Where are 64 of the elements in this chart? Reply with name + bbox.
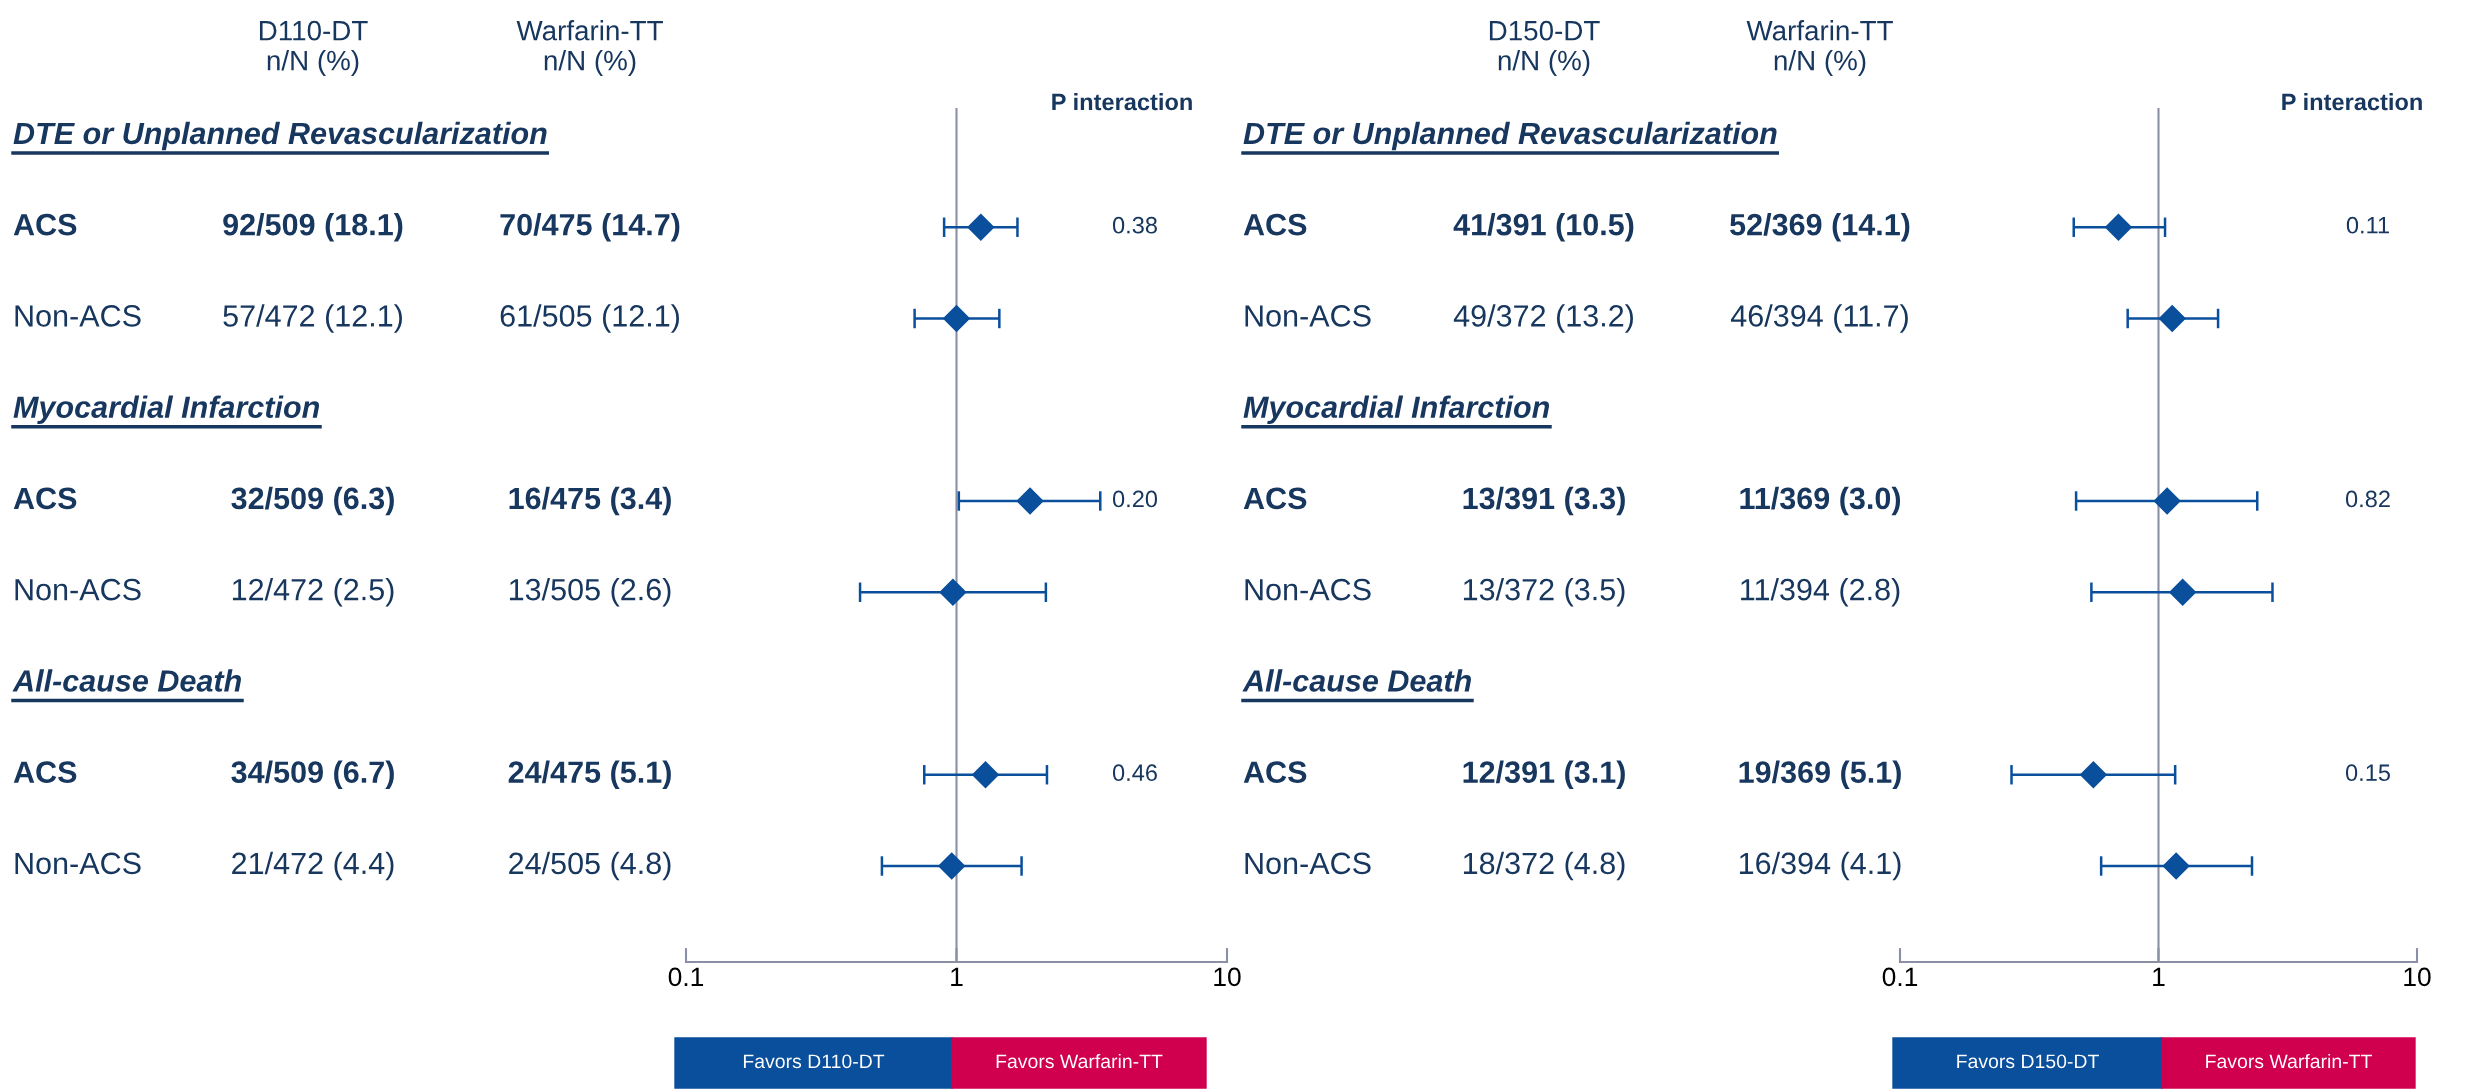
text: 13/505 (2.6)	[509, 578, 671, 607]
category-label: Myocardial Infarction	[13, 395, 320, 424]
category-label: Non-ACS	[1245, 578, 1371, 601]
annotation: 0.46	[1112, 764, 1157, 782]
annotation: 52/369 (14.1)	[1730, 213, 1910, 242]
category-label: Myocardial Infarction	[1243, 395, 1550, 424]
annotation: 19/369 (5.1)	[1739, 760, 1901, 789]
annotation: 11/369 (3.0)	[1740, 486, 1901, 516]
category-label: ACS	[1243, 761, 1307, 783]
text: 34/509 (6.7)	[231, 760, 394, 789]
text: 61/505 (12.1)	[500, 304, 679, 333]
annotation: P interaction	[2282, 93, 2422, 111]
category-label: ACS	[13, 487, 77, 510]
category-label: ACS	[1243, 213, 1307, 236]
annotation: 0.11	[2346, 216, 2389, 234]
annotation: 46/394 (11.7)	[1730, 304, 1908, 333]
category-label: Non-ACS	[1245, 305, 1371, 327]
category-label: ACS	[1243, 487, 1307, 510]
annotation: 0.82	[2345, 490, 2390, 508]
category-label: DTE or Unplanned Revascularization	[13, 121, 547, 151]
text: Warfarin-TT n/N (%)	[1746, 20, 1893, 76]
category-label: Non-ACS	[15, 578, 141, 601]
text: Favors D150-DT	[1957, 1054, 2099, 1069]
text: Warfarin-TT n/N (%)	[516, 20, 663, 76]
text: 13/372 (3.5)	[1463, 578, 1625, 607]
annotation: 0.20	[1112, 490, 1158, 508]
text: D150-DT n/N (%)	[1489, 20, 1600, 76]
text: 24/475 (5.1)	[508, 760, 671, 789]
text: 57/472 (12.1)	[223, 304, 402, 333]
text: 16/475 (3.4)	[509, 486, 671, 516]
category-label: ACS	[13, 213, 77, 236]
text: 12/391 (3.1)	[1463, 760, 1625, 789]
x-tick-label: 10	[1214, 967, 1241, 987]
x-tick-label: 0.1	[1882, 967, 1918, 987]
category-label: All-cause Death	[12, 669, 241, 692]
text: 12/472 (2.5)	[232, 578, 394, 607]
text: Favors Warfarin-TT	[2206, 1053, 2372, 1069]
text: 70/475 (14.7)	[500, 213, 680, 242]
text: 18/372 (4.8)	[1463, 851, 1625, 881]
x-tick-label: 10	[2404, 967, 2431, 987]
text: 21/472 (4.4)	[232, 851, 394, 881]
text: 13/391 (3.3)	[1463, 486, 1625, 516]
text: 24/505 (4.8)	[509, 851, 671, 881]
text: Favors D110-DT	[743, 1054, 885, 1069]
category-label: DTE or Unplanned Revascularization	[1243, 121, 1777, 151]
category-label: Non-ACS	[1245, 852, 1371, 875]
category-label: Non-ACS	[15, 852, 141, 875]
text: D110-DT n/N (%)	[259, 20, 368, 76]
text: 32/509 (6.3)	[231, 486, 394, 516]
text: 49/372 (13.2)	[1453, 304, 1633, 333]
x-tick-label: 1	[951, 967, 963, 986]
category-label: All-cause Death	[1242, 669, 1471, 692]
annotation: 0.15	[2345, 764, 2390, 782]
text: 11/394 (2.8)	[1741, 578, 1900, 607]
annotation: 0.38	[1112, 216, 1157, 234]
category-label: ACS	[13, 761, 77, 783]
text: 92/509 (18.1)	[223, 213, 403, 242]
x-tick-label: 1	[2153, 967, 2165, 986]
annotation: 16/394 (4.1)	[1739, 851, 1901, 881]
text: 41/391 (10.5)	[1453, 213, 1634, 242]
text: Favors Warfarin-TT	[996, 1053, 1163, 1069]
x-tick-label: 0.1	[668, 967, 704, 987]
category-label: Non-ACS	[15, 305, 141, 327]
annotation: P interaction	[1052, 93, 1192, 111]
